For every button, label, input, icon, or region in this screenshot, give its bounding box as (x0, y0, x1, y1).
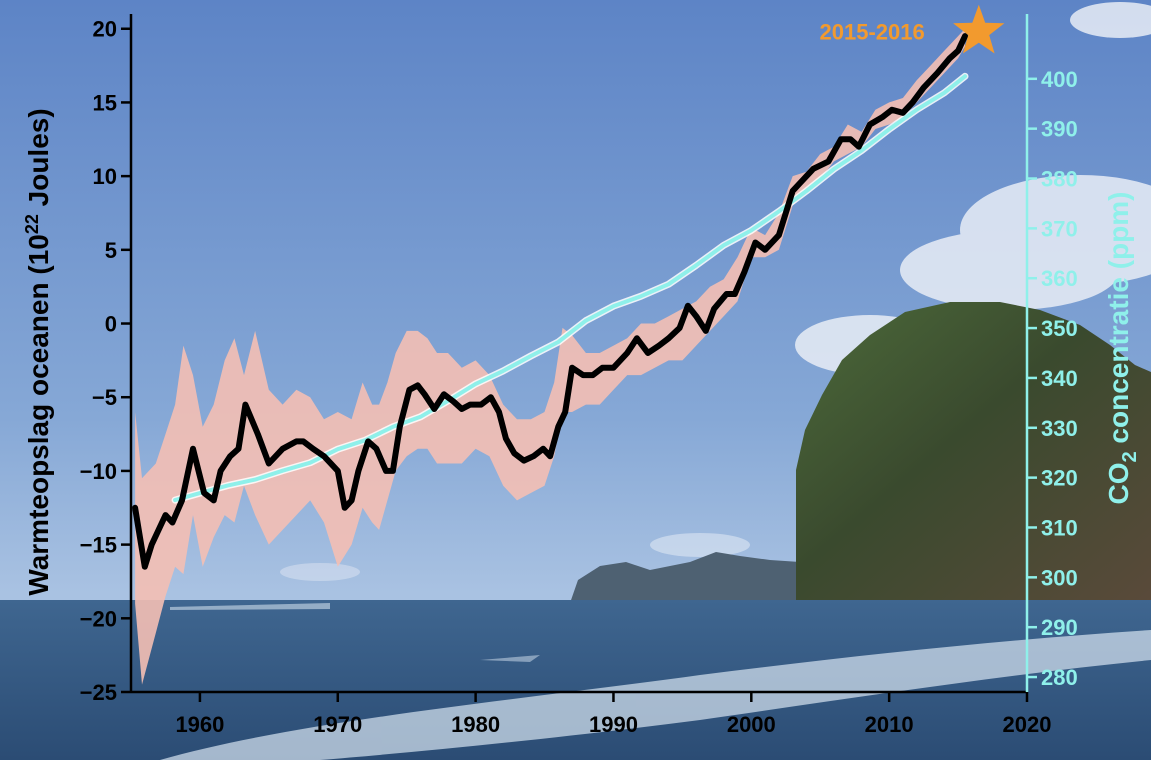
left-tick-label: 15 (93, 90, 117, 115)
star-icon (953, 4, 1005, 54)
ocean-heat-line (132, 33, 968, 570)
right-tick-label: 310 (1041, 515, 1078, 540)
right-tick-label: 330 (1041, 416, 1078, 441)
right-tick-label: 300 (1041, 565, 1078, 590)
series-lines-layer (132, 33, 969, 570)
left-tick-label: −15 (80, 533, 117, 558)
right-tick-label: 380 (1041, 167, 1078, 192)
right-tick-label: 340 (1041, 366, 1078, 391)
right-tick-label: 370 (1041, 216, 1078, 241)
record-annotation: 2015-2016 (820, 4, 1005, 54)
x-axis-ticks: 1960 1970 1980 1990 2000 2010 2020 (175, 692, 1051, 737)
x-tick-label: 2020 (1003, 712, 1052, 737)
waves (160, 603, 1151, 760)
right-tick-label: 390 (1041, 117, 1078, 142)
x-tick-label: 1970 (313, 712, 362, 737)
uncertainty-band (135, 28, 966, 685)
right-tick-label: 400 (1041, 67, 1078, 92)
left-tick-label: 0 (105, 312, 117, 337)
clouds (280, 2, 1151, 581)
x-tick-label: 2000 (727, 712, 776, 737)
right-tick-label: 280 (1041, 665, 1078, 690)
left-axis-ticks: 20 15 10 5 0 −5 −10 −15 −20 −25 (80, 17, 131, 705)
right-tick-label: 320 (1041, 466, 1078, 491)
right-y-axis: 400 390 380 370 360 350 340 330 320 310 300 290 280 (1025, 14, 1078, 692)
x-axis: 1960 1970 1980 1990 2000 2010 2020 (131, 690, 1051, 737)
x-tick-label: 2010 (865, 712, 914, 737)
left-tick-label: 20 (93, 17, 117, 42)
uncertainty-band-layer (135, 28, 966, 685)
right-tick-label: 290 (1041, 615, 1078, 640)
left-tick-label: −20 (80, 606, 117, 631)
left-tick-label: −5 (92, 385, 117, 410)
right-tick-label: 360 (1041, 266, 1078, 291)
left-tick-label: 5 (105, 238, 117, 263)
annotation-label: 2015-2016 (820, 20, 925, 45)
left-axis-label: Warmteopslag oceanen (1022 Joules) (22, 108, 54, 595)
left-tick-label: 10 (93, 164, 117, 189)
x-tick-label: 1980 (451, 712, 500, 737)
left-tick-label: −25 (80, 680, 117, 705)
cliff (796, 302, 1151, 603)
x-tick-label: 1990 (589, 712, 638, 737)
x-tick-label: 1960 (175, 712, 224, 737)
left-y-axis: 20 15 10 5 0 −5 −10 −15 −20 −25 (80, 14, 133, 705)
distant-island (570, 552, 805, 603)
left-tick-label: −10 (80, 459, 117, 484)
co2-concentration-line (173, 74, 967, 503)
right-axis-ticks: 400 390 380 370 360 350 340 330 320 310 300 290 280 (1027, 67, 1078, 690)
right-axis-label: CO2 concentratie (ppm) (1103, 192, 1141, 505)
right-tick-label: 350 (1041, 316, 1078, 341)
